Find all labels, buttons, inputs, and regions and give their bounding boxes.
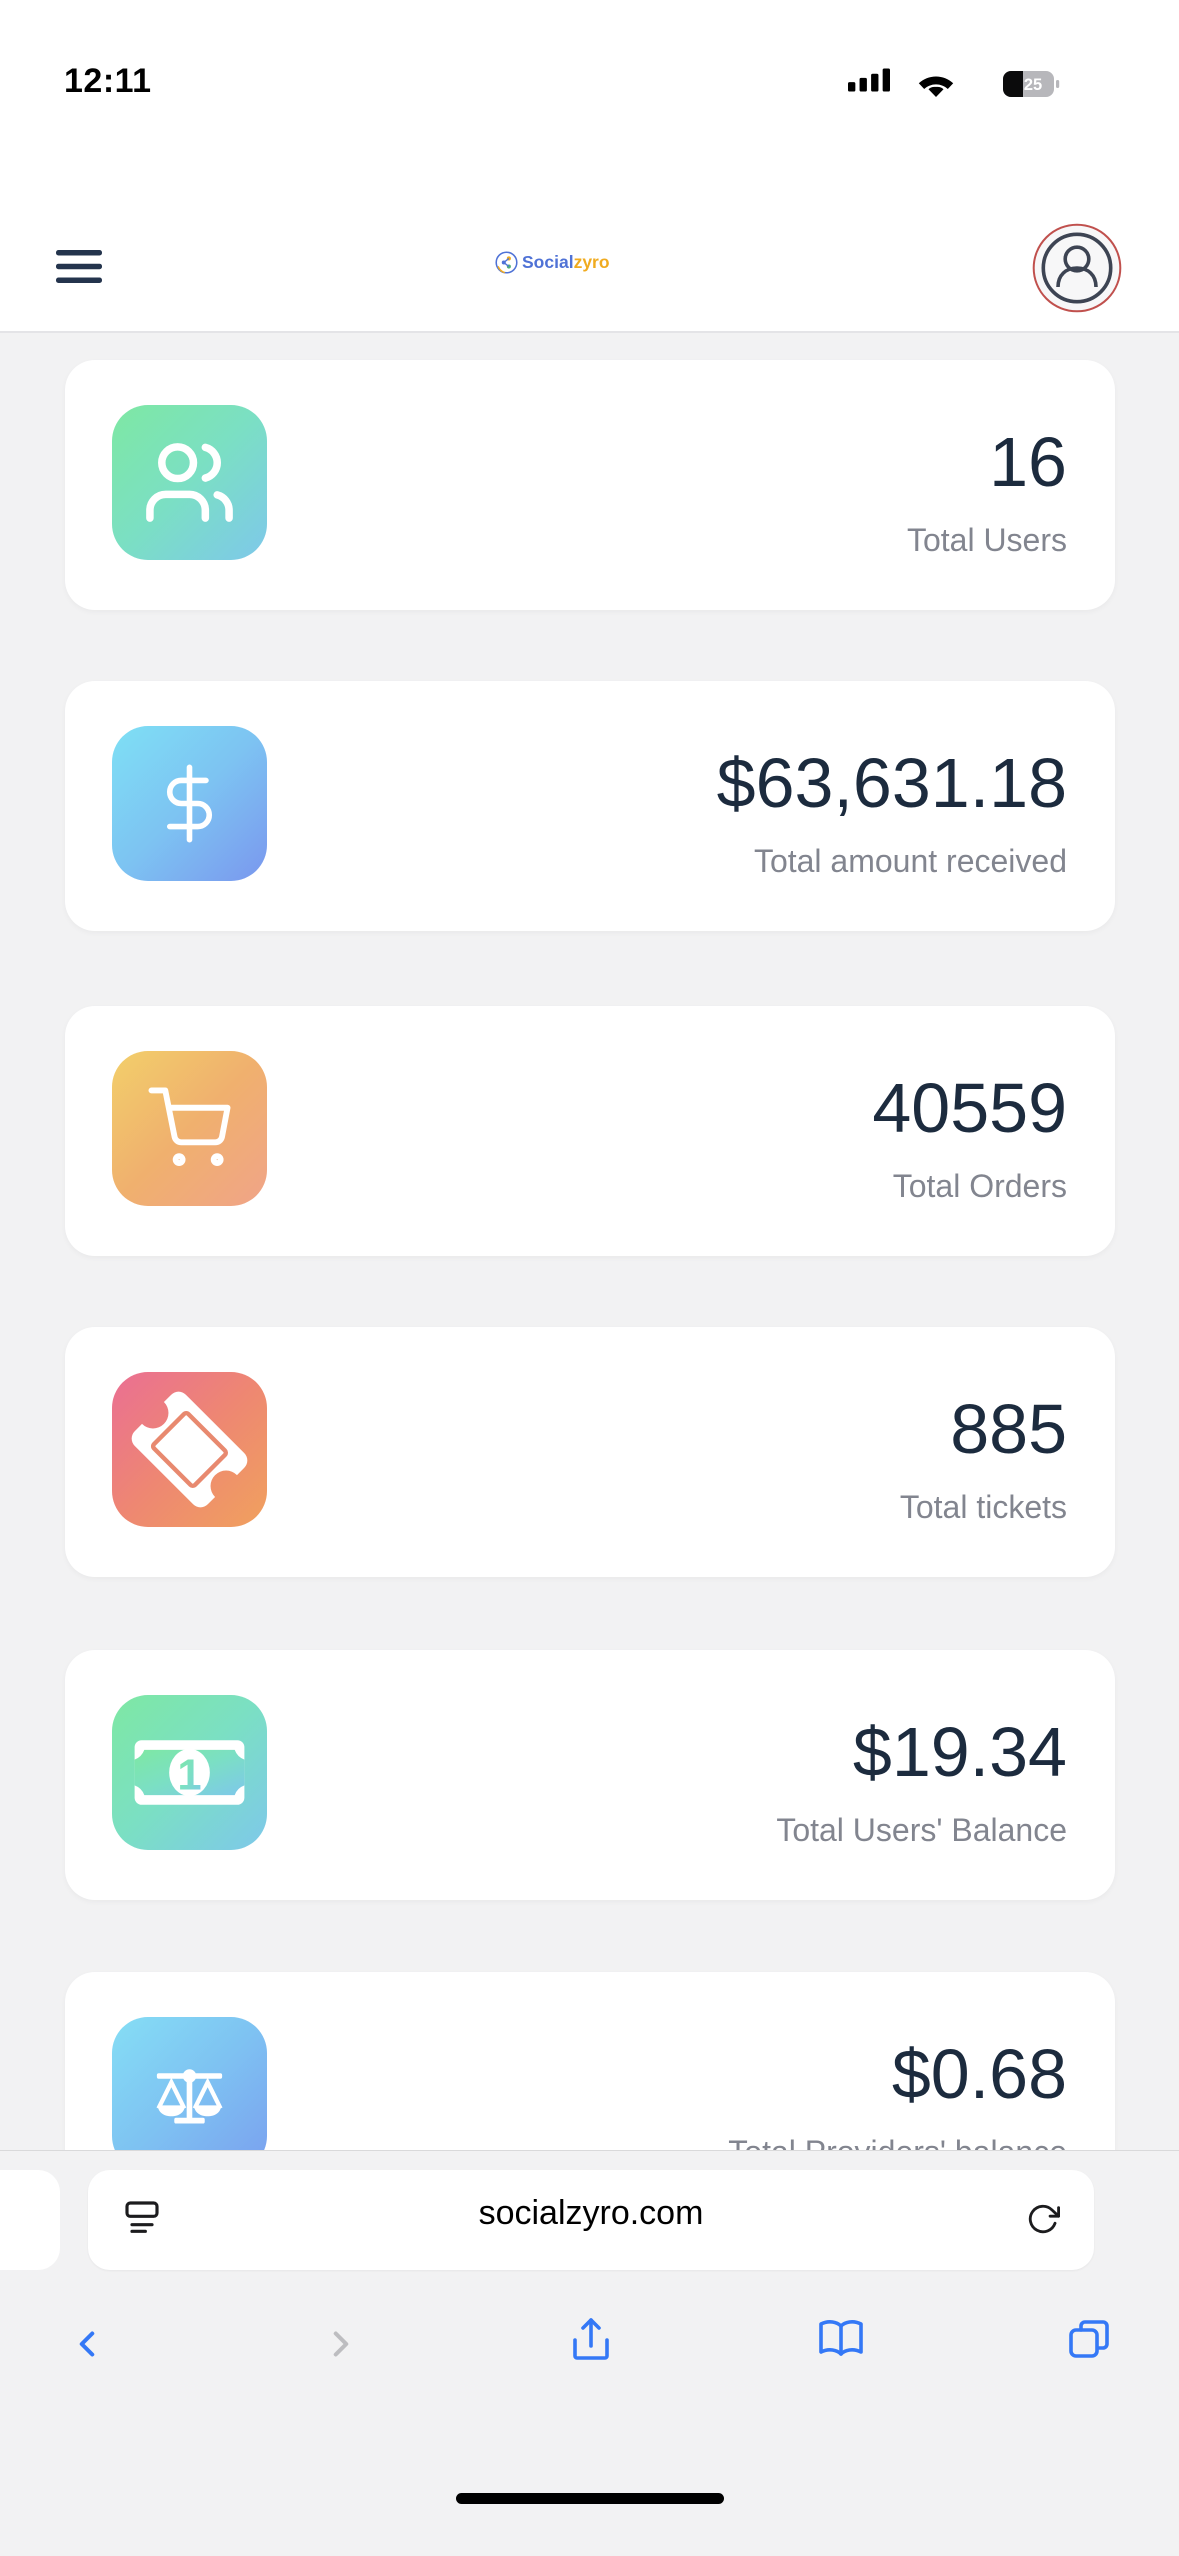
svg-text:1: 1: [177, 1751, 201, 1799]
svg-text:25: 25: [1024, 76, 1042, 94]
